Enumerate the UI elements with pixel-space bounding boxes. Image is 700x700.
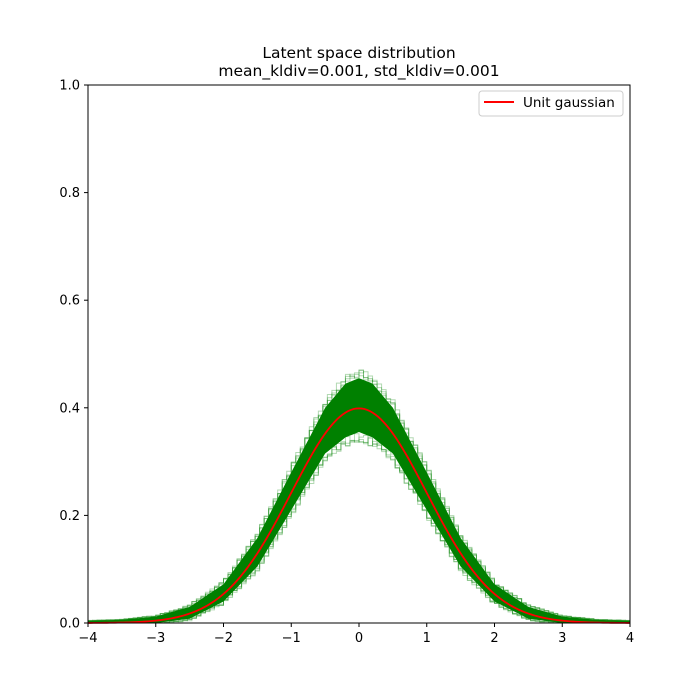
histogram-step-outline <box>88 369 630 622</box>
x-tick-label: 0 <box>355 631 363 646</box>
histogram-envelope-layer <box>88 369 630 624</box>
histogram-step-outline <box>88 370 630 622</box>
histogram-step-outline <box>88 433 630 624</box>
chart-title: Latent space distribution mean_kldiv=0.0… <box>218 44 499 81</box>
histogram-envelope-band <box>88 378 630 623</box>
legend-label-unit-gaussian: Unit gaussian <box>523 95 615 111</box>
y-tick-label: 1.0 <box>59 79 80 94</box>
x-tick-label: 4 <box>626 631 634 646</box>
y-tick-label: 0.8 <box>59 186 80 201</box>
unit-gaussian-layer <box>87 407 631 624</box>
x-tick-label: −3 <box>146 631 165 646</box>
plot-background <box>88 85 630 623</box>
chart-title-line-1: Latent space distribution <box>262 44 455 62</box>
plot-area <box>87 84 631 624</box>
unit-gaussian-line <box>87 407 631 624</box>
x-tick-label: −2 <box>214 631 233 646</box>
x-tick-label: −4 <box>78 631 97 646</box>
histogram-step-outline <box>88 437 630 624</box>
histogram-step-outline <box>88 371 630 622</box>
legend: Unit gaussian <box>478 90 624 117</box>
x-axis: −4 −3 −2 −1 0 1 2 3 4 <box>78 623 634 646</box>
x-tick-label: −1 <box>282 631 301 646</box>
histogram-step-outline <box>88 434 630 624</box>
y-tick-label: 0.4 <box>59 401 80 416</box>
histogram-step-outline <box>88 373 630 621</box>
x-tick-label: 1 <box>423 631 431 646</box>
legend-box <box>478 90 624 117</box>
y-tick-label: 0.6 <box>59 294 80 309</box>
x-tick-label: 2 <box>490 631 498 646</box>
histogram-step-outline <box>88 436 630 624</box>
y-tick-label: 0.2 <box>59 509 80 524</box>
y-axis: 0.0 0.2 0.4 0.6 0.8 1.0 <box>59 79 88 632</box>
y-tick-label: 0.0 <box>59 617 80 632</box>
chart-title-line-2: mean_kldiv=0.001, std_kldiv=0.001 <box>218 62 499 81</box>
x-tick-label: 3 <box>558 631 566 646</box>
